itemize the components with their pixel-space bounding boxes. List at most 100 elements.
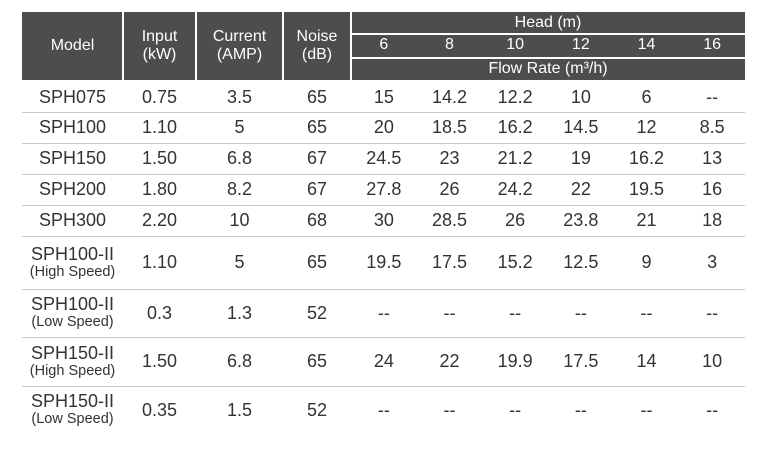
- flow-text: --: [509, 399, 522, 420]
- noise-text: 65: [306, 86, 328, 107]
- flow-text: 20: [373, 117, 394, 137]
- header-text: (kW): [142, 46, 177, 63]
- flow-text: 22: [570, 179, 591, 199]
- noise-cell: 67: [283, 143, 351, 174]
- flow-cell: 15: [351, 82, 417, 112]
- flow-cell: 19.5: [614, 174, 680, 205]
- current-text: 5: [234, 252, 245, 272]
- noise-cell: 65: [283, 236, 351, 289]
- model-cell: SPH150-II (High Speed): [22, 337, 123, 386]
- model-cell: SPH100-II (High Speed): [22, 236, 123, 289]
- flow-cell: --: [614, 386, 680, 434]
- model-text: (Low Speed): [31, 314, 114, 330]
- input-cell: 1.10: [123, 236, 196, 289]
- input-cell: 0.3: [123, 289, 196, 337]
- row-divider: [22, 236, 745, 237]
- flow-cell: 17.5: [417, 236, 483, 289]
- flow-cell: 23.8: [548, 205, 614, 236]
- noise-text: 65: [306, 117, 328, 137]
- input-text: 0.35: [141, 399, 178, 420]
- model-cell: SPH150: [22, 143, 123, 174]
- flow-cell: 12.2: [482, 82, 548, 112]
- flow-cell: 28.5: [417, 205, 483, 236]
- row-divider: [22, 205, 745, 206]
- current-text: 3.5: [226, 86, 253, 107]
- noise-cell: 68: [283, 205, 351, 236]
- flow-text: 19.5: [366, 252, 402, 272]
- flow-cell: 26: [482, 205, 548, 236]
- flow-cell: 22: [548, 174, 614, 205]
- flow-text: 21.2: [497, 148, 533, 168]
- flow-text: 23.8: [563, 210, 599, 230]
- head-title: Head (m): [351, 12, 745, 33]
- flow-cell: 20: [351, 112, 417, 143]
- flow-cell: --: [482, 386, 548, 434]
- row-divider: [22, 112, 745, 113]
- model-text: SPH300: [38, 210, 107, 230]
- flow-text: 22: [439, 351, 460, 371]
- flow-text: 3: [707, 252, 718, 272]
- current-text: 6.8: [226, 351, 253, 371]
- flow-cell: 24.5: [351, 143, 417, 174]
- noise-text: 67: [306, 179, 328, 199]
- flow-cell: --: [417, 386, 483, 434]
- flow-cell: --: [482, 289, 548, 337]
- flow-cell: --: [679, 82, 745, 112]
- current-cell: 6.8: [196, 143, 283, 174]
- model-text: SPH200: [38, 179, 107, 199]
- header-text: Input: [141, 28, 178, 45]
- flow-cell: 10: [679, 337, 745, 386]
- header-text: 12: [571, 36, 590, 53]
- current-text: 1.3: [226, 302, 253, 323]
- flow-text: --: [377, 302, 390, 323]
- noise-cell: 65: [283, 82, 351, 112]
- model-text: SPH150-II: [30, 342, 115, 363]
- flow-cell: 15.2: [482, 236, 548, 289]
- flow-text: 26: [439, 179, 460, 199]
- flow-cell: --: [548, 289, 614, 337]
- header-divider: [351, 33, 745, 35]
- flow-text: --: [574, 399, 587, 420]
- flow-cell: 13: [679, 143, 745, 174]
- header-background: [22, 12, 745, 80]
- flow-cell: --: [614, 289, 680, 337]
- flow-cell: 19: [548, 143, 614, 174]
- flow-cell: 19.9: [482, 337, 548, 386]
- flow-text: 26: [505, 210, 526, 230]
- input-text: 0.3: [146, 302, 173, 323]
- flow-text: 14.2: [431, 86, 467, 107]
- flow-text: 19: [570, 148, 591, 168]
- model-text: SPH100: [38, 117, 107, 137]
- flow-text: --: [640, 302, 653, 323]
- input-cell: 0.75: [123, 82, 196, 112]
- flow-cell: 6: [614, 82, 680, 112]
- header-divider: [350, 12, 352, 80]
- header-divider: [122, 12, 124, 80]
- head-value: 6: [351, 33, 417, 57]
- header-divider: [195, 12, 197, 80]
- flow-text: --: [706, 86, 719, 107]
- flow-text: 16.2: [628, 148, 664, 168]
- flow-text: 24.5: [366, 148, 402, 168]
- noise-cell: 65: [283, 112, 351, 143]
- flow-text: --: [443, 302, 456, 323]
- flow-cell: 17.5: [548, 337, 614, 386]
- flow-cell: 10: [548, 82, 614, 112]
- header-text: 14: [637, 36, 656, 53]
- flow-text: 16.2: [497, 117, 533, 137]
- row-divider: [22, 143, 745, 144]
- flow-text: 17.5: [431, 252, 467, 272]
- column-header: Noise (dB): [283, 12, 351, 80]
- input-text: 1.50: [141, 148, 178, 168]
- flow-cell: 14: [614, 337, 680, 386]
- current-cell: 3.5: [196, 82, 283, 112]
- flow-cell: 24.2: [482, 174, 548, 205]
- flow-cell: 9: [614, 236, 680, 289]
- flow-cell: --: [679, 386, 745, 434]
- model-text: SPH150: [38, 148, 107, 168]
- model-cell: SPH150-II (Low Speed): [22, 386, 123, 434]
- flow-text: --: [443, 399, 456, 420]
- flow-text: 21: [636, 210, 657, 230]
- flow-text: 19.9: [497, 351, 533, 371]
- current-cell: 1.5: [196, 386, 283, 434]
